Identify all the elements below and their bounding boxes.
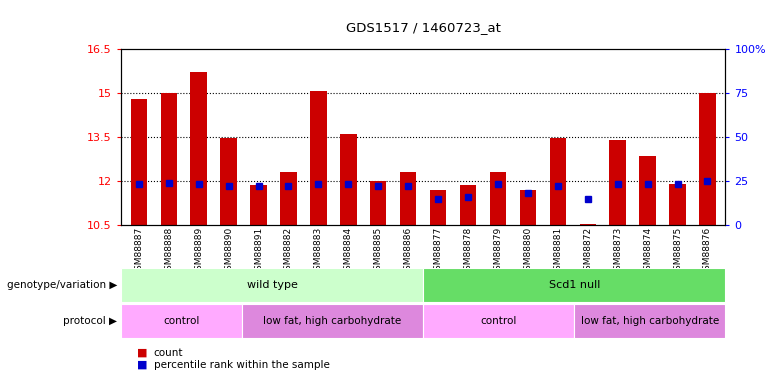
- Bar: [250, 185, 267, 225]
- Text: ■: ■: [136, 360, 147, 369]
- Bar: [580, 224, 596, 225]
- Bar: [340, 134, 356, 225]
- Bar: [574, 304, 725, 338]
- Bar: [242, 304, 424, 338]
- Bar: [490, 172, 506, 225]
- Text: low fat, high carbohydrate: low fat, high carbohydrate: [264, 316, 402, 326]
- Bar: [640, 156, 656, 225]
- Bar: [161, 93, 177, 225]
- Bar: [400, 172, 417, 225]
- Text: Scd1 null: Scd1 null: [548, 280, 600, 290]
- Text: count: count: [154, 348, 183, 357]
- Bar: [190, 72, 207, 225]
- Bar: [550, 138, 566, 225]
- Bar: [424, 268, 725, 302]
- Bar: [121, 304, 242, 338]
- Bar: [121, 268, 424, 302]
- Text: control: control: [480, 316, 517, 326]
- Text: genotype/variation ▶: genotype/variation ▶: [6, 280, 117, 290]
- Bar: [370, 181, 387, 225]
- Bar: [699, 93, 716, 225]
- Bar: [519, 190, 536, 225]
- Bar: [221, 138, 237, 225]
- Text: percentile rank within the sample: percentile rank within the sample: [154, 360, 329, 369]
- Bar: [280, 172, 296, 225]
- Text: control: control: [163, 316, 200, 326]
- Bar: [609, 140, 626, 225]
- Text: protocol ▶: protocol ▶: [63, 316, 117, 326]
- Bar: [430, 190, 446, 225]
- Bar: [669, 184, 686, 225]
- Bar: [310, 92, 327, 225]
- Text: ■: ■: [136, 348, 147, 357]
- Bar: [424, 304, 574, 338]
- Text: low fat, high carbohydrate: low fat, high carbohydrate: [581, 316, 719, 326]
- Text: GDS1517 / 1460723_at: GDS1517 / 1460723_at: [346, 21, 501, 34]
- Text: wild type: wild type: [246, 280, 297, 290]
- Bar: [130, 99, 147, 225]
- Bar: [459, 185, 477, 225]
